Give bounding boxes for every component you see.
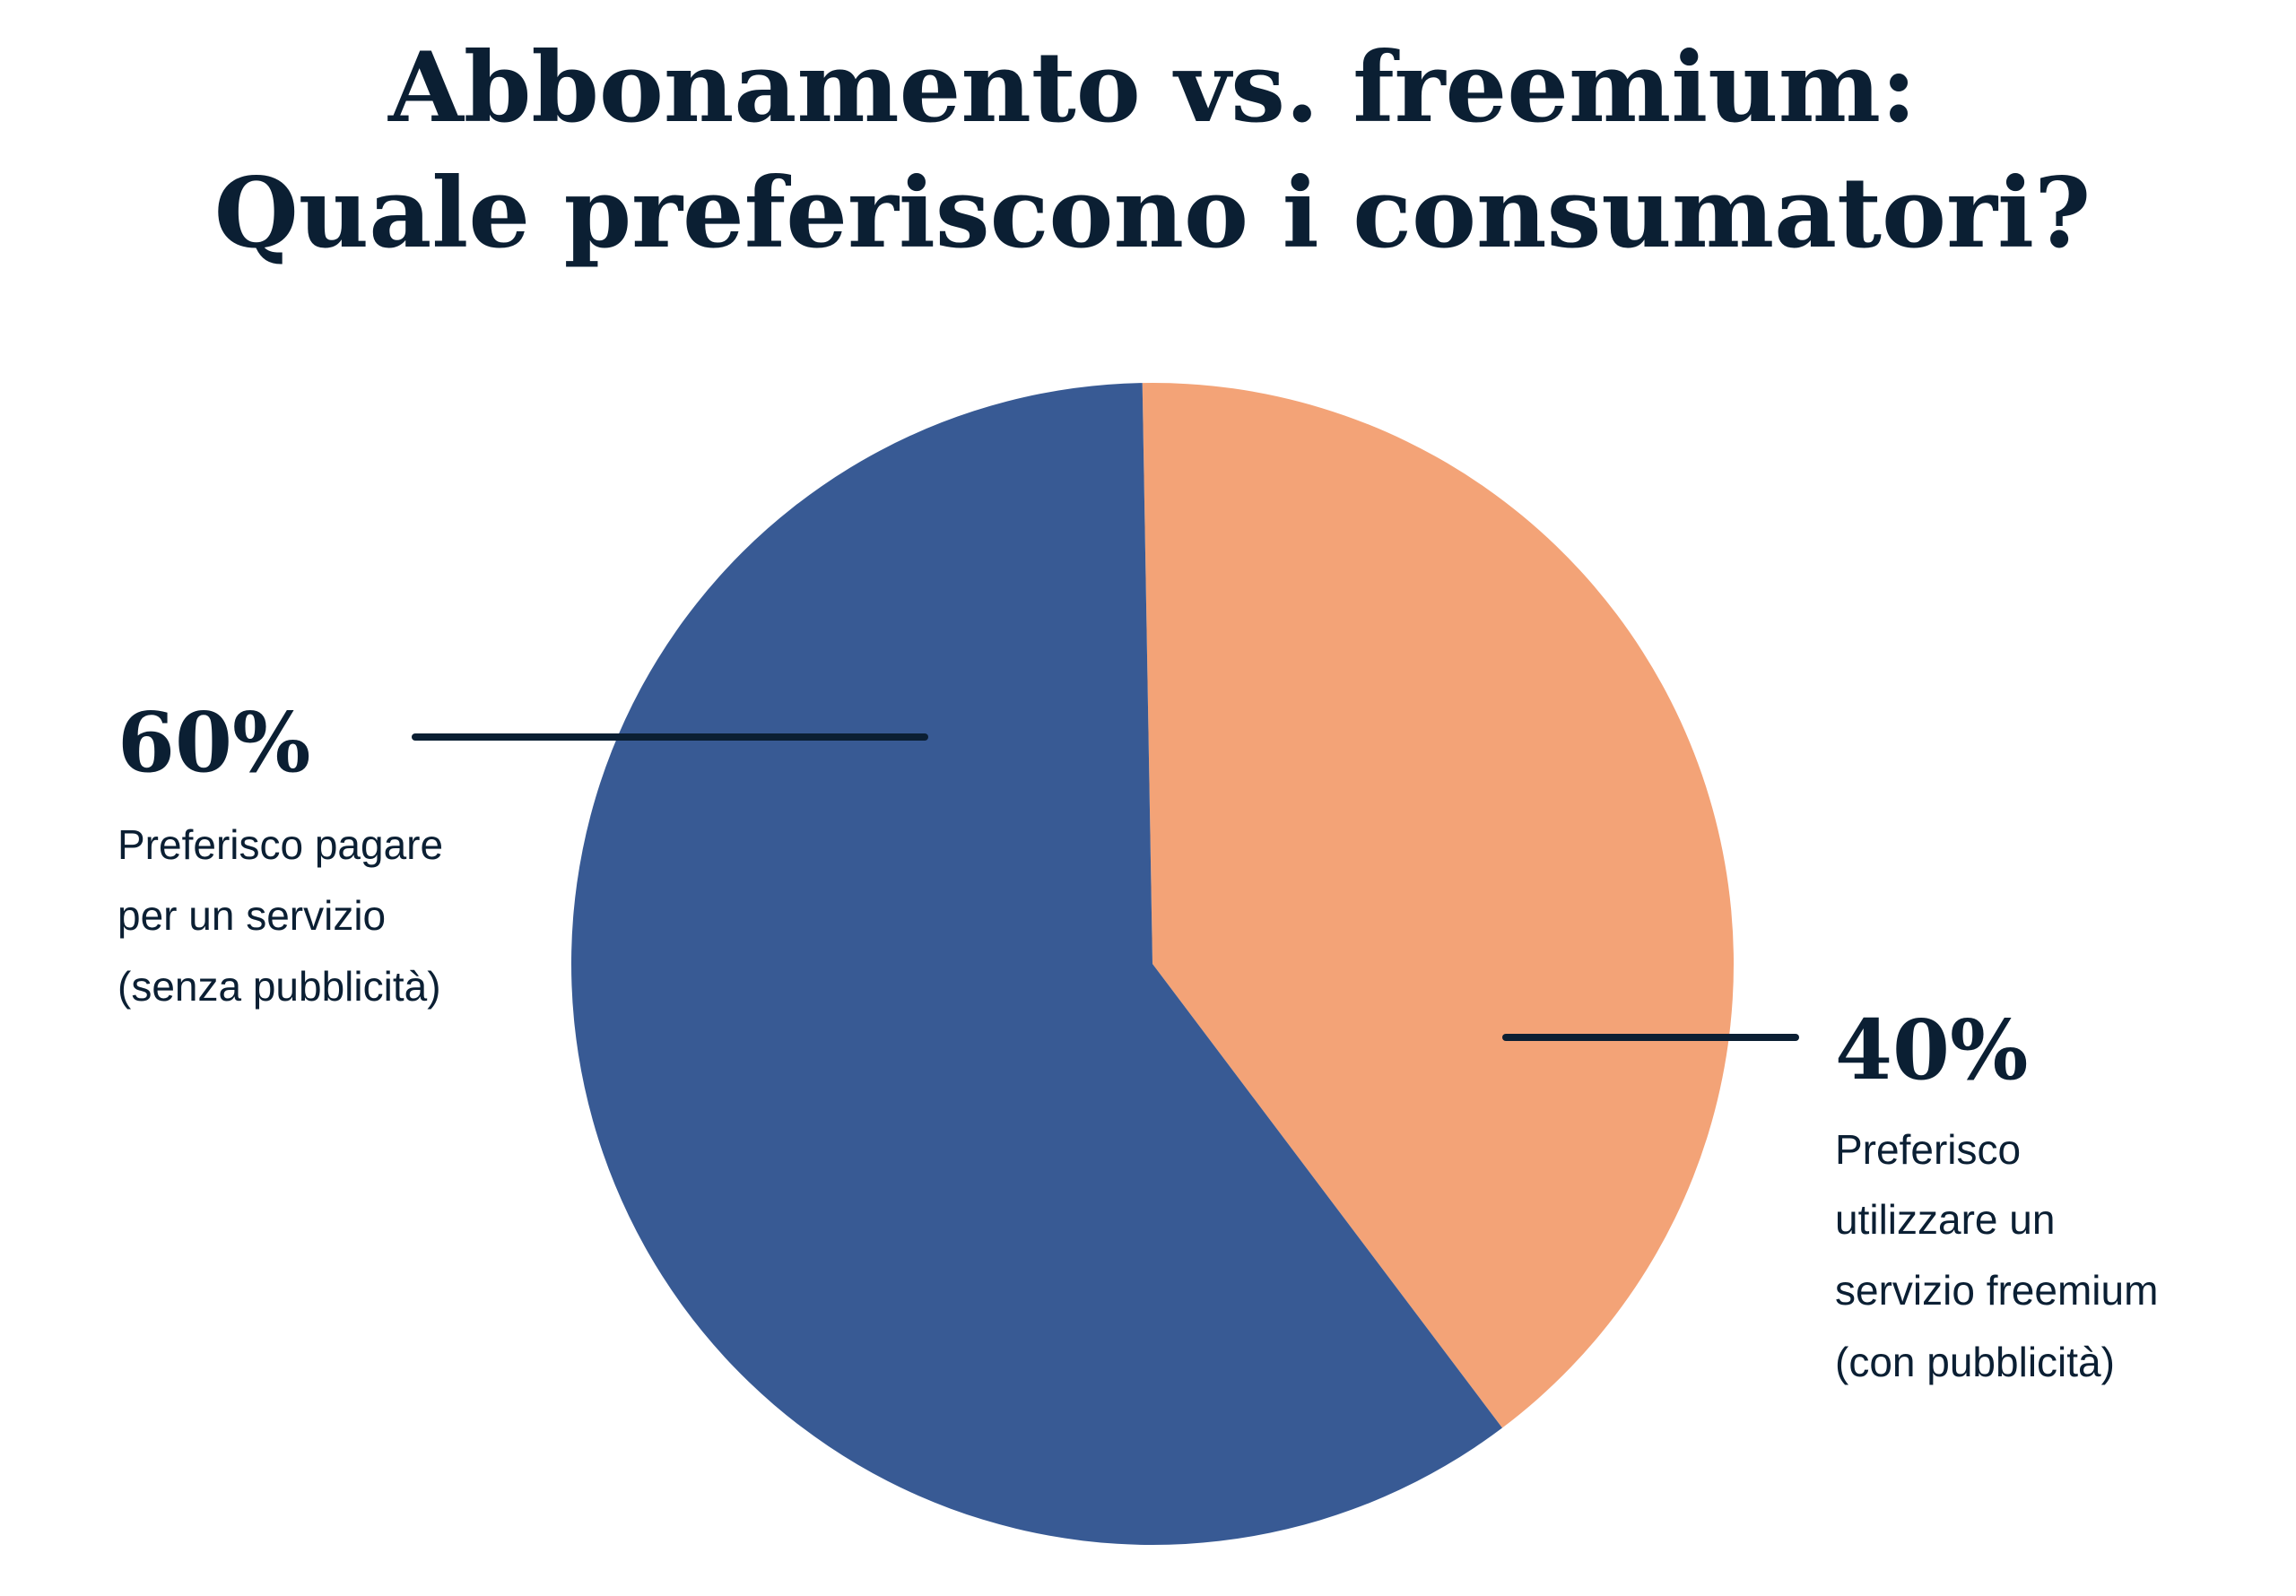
label-60-percent: 60% <box>117 694 310 791</box>
pie-slice-40-percent <box>1142 383 1734 1428</box>
label-40-desc-line-1: Preferisco <box>1835 1126 2021 1173</box>
pie-slice-60-percent <box>571 383 1502 1546</box>
chart-title-line-2: Quale preferiscono i consumatori? <box>214 157 2092 270</box>
label-40-desc-line-2: utilizzare un <box>1835 1196 2055 1243</box>
label-40-desc-line-3: servizio freemium <box>1835 1267 2158 1314</box>
label-40-desc-line-4: (con pubblicità) <box>1835 1339 2115 1385</box>
label-60-desc-line-2: per un servizio <box>117 892 386 939</box>
label-60-desc-line-3: (senza pubblicità) <box>117 963 441 1010</box>
chart-title-line-1: Abbonamento vs. freemium: <box>387 31 1917 144</box>
pie-slices <box>571 383 1734 1546</box>
label-40-percent: 40% <box>1835 1002 2028 1098</box>
label-60-desc-line-1: Preferisco pagare <box>117 821 443 868</box>
